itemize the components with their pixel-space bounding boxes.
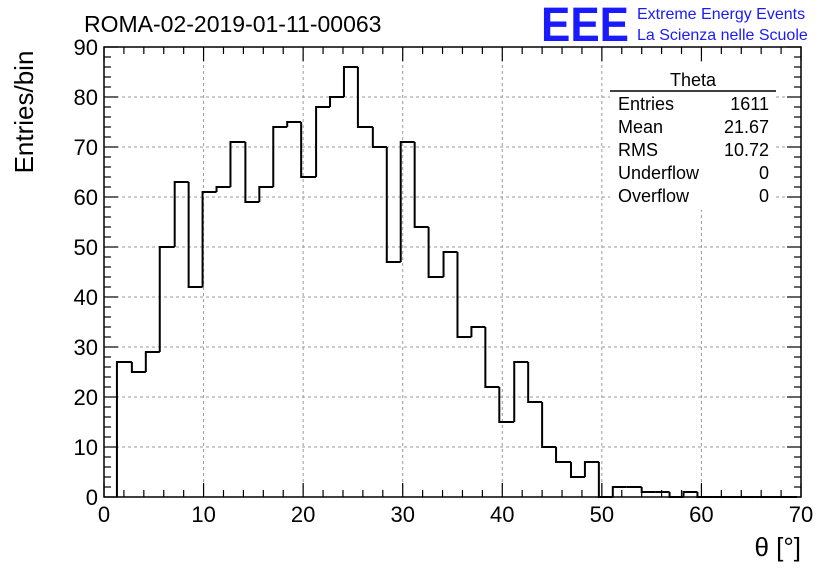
histogram-bin bbox=[413, 142, 429, 228]
histogram-bin bbox=[215, 186, 231, 192]
x-tick-label: 50 bbox=[590, 502, 614, 527]
stats-label-entries: Entries bbox=[618, 94, 674, 114]
histogram-bin bbox=[541, 402, 557, 448]
histogram-bin bbox=[300, 122, 317, 178]
x-axis-label: θ [°] bbox=[754, 532, 801, 562]
histogram-bin bbox=[342, 66, 358, 97]
histogram-bin bbox=[527, 362, 543, 403]
y-tick-label: 70 bbox=[74, 135, 98, 160]
x-tick-label: 20 bbox=[291, 502, 315, 527]
y-tick-label: 90 bbox=[74, 35, 98, 60]
stats-value-overflow: 0 bbox=[759, 186, 769, 206]
histogram-bin bbox=[130, 362, 146, 373]
histogram-bin bbox=[244, 142, 260, 203]
axes bbox=[103, 46, 802, 498]
histogram-bin bbox=[442, 251, 458, 277]
y-tick-label: 0 bbox=[86, 485, 98, 510]
histogram-bin bbox=[513, 361, 529, 422]
plot-frame bbox=[103, 46, 802, 498]
eee-logo: EEE bbox=[541, 0, 629, 52]
histogram-bin bbox=[144, 351, 160, 372]
y-axis-label: Entries/bin bbox=[9, 51, 39, 174]
stats-box: Theta Entries 1611 Mean 21.67 RMS 10.72 … bbox=[610, 62, 776, 210]
stats-value-underflow: 0 bbox=[759, 163, 769, 183]
x-tick-label: 10 bbox=[191, 502, 215, 527]
stats-label-rms: RMS bbox=[618, 140, 658, 160]
stats-value-entries: 1611 bbox=[730, 94, 769, 114]
stats-label-overflow: Overflow bbox=[618, 186, 690, 206]
y-tick-label: 10 bbox=[74, 435, 98, 460]
histogram-bin bbox=[258, 186, 274, 202]
histogram-bin bbox=[315, 106, 331, 177]
histogram-bin bbox=[158, 246, 175, 352]
histogram-bin bbox=[569, 462, 585, 478]
histogram-bin bbox=[115, 361, 132, 497]
histogram-bin bbox=[385, 147, 401, 263]
y-tick-label: 80 bbox=[74, 85, 98, 110]
stats-value-rms: 10.72 bbox=[724, 140, 769, 160]
stats-label-mean: Mean bbox=[618, 117, 663, 137]
histogram-bin bbox=[286, 121, 302, 127]
histogram-bin bbox=[329, 96, 344, 107]
histogram-bin bbox=[201, 191, 217, 287]
tick-labels: 0 10 20 30 40 50 60 70 0 10 20 30 40 50 60 70 80 90 bbox=[74, 35, 814, 527]
x-tick-label: 70 bbox=[789, 502, 813, 527]
histogram-bin bbox=[498, 387, 515, 423]
x-tick-label: 40 bbox=[490, 502, 514, 527]
histogram-bin bbox=[682, 491, 698, 497]
stats-value-mean: 21.67 bbox=[724, 117, 769, 137]
y-tick-label: 40 bbox=[74, 285, 98, 310]
y-tick-label: 50 bbox=[74, 235, 98, 260]
stats-box-background bbox=[610, 62, 776, 210]
run-title: ROMA-02-2019-01-11-00063 bbox=[84, 11, 381, 37]
org-subtitle: La Scienza nelle Scuole bbox=[637, 27, 808, 44]
y-tick-label: 30 bbox=[74, 335, 98, 360]
histogram-bin bbox=[427, 227, 444, 278]
histogram-bin bbox=[470, 326, 486, 337]
histogram-bin bbox=[456, 252, 472, 338]
stats-title: Theta bbox=[670, 70, 717, 90]
histogram-bin bbox=[611, 486, 627, 497]
y-tick-label: 60 bbox=[74, 185, 98, 210]
histogram-bin bbox=[173, 181, 189, 247]
org-name: Extreme Energy Events bbox=[637, 6, 805, 23]
grid bbox=[104, 47, 801, 497]
x-tick-label: 0 bbox=[98, 502, 110, 527]
histogram-bin bbox=[356, 67, 373, 128]
histogram-bin bbox=[484, 327, 500, 388]
y-tick-label: 20 bbox=[74, 385, 98, 410]
histogram-bin bbox=[399, 141, 415, 262]
histogram-bin bbox=[187, 182, 203, 288]
x-tick-label: 30 bbox=[390, 502, 414, 527]
histogram-bin bbox=[229, 141, 246, 187]
histogram-bin bbox=[583, 461, 599, 477]
histogram-bin bbox=[555, 447, 571, 463]
stats-label-underflow: Underflow bbox=[618, 163, 700, 183]
histogram-bin bbox=[371, 127, 387, 148]
histogram-bin bbox=[272, 126, 288, 187]
x-tick-label: 60 bbox=[689, 502, 713, 527]
